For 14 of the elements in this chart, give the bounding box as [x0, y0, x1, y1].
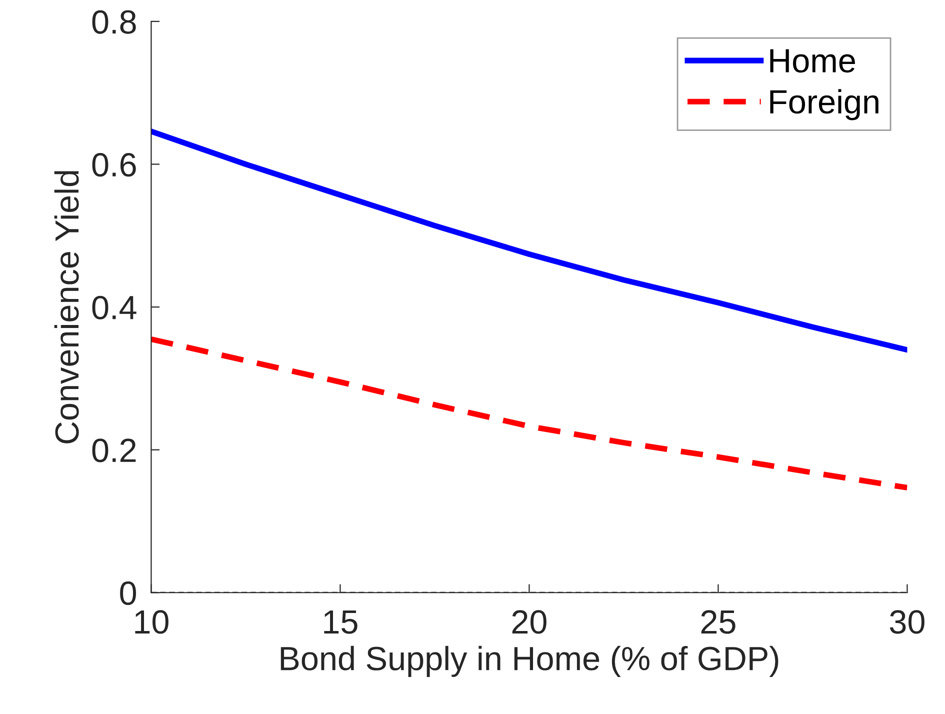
y-axis-title: Convenience Yield — [54, 171, 79, 444]
y-tick-label: 0.4 — [92, 296, 136, 320]
x-tick-label: 30 — [890, 610, 924, 634]
x-axis-title: Bond Supply in Home (% of GDP) — [280, 646, 778, 677]
y-tick-label: 0.6 — [92, 153, 136, 177]
legend-label: Foreign — [770, 89, 878, 120]
x-tick-label: 10 — [135, 610, 168, 634]
x-tick-label: 25 — [701, 610, 736, 634]
y-tick-label: 0 — [120, 581, 136, 606]
legend-label: Home — [770, 49, 855, 73]
x-tick-label: 15 — [324, 610, 358, 634]
y-tick-label: 0.8 — [92, 10, 136, 34]
y-tick-label: 0.2 — [92, 438, 136, 462]
x-tick-label: 20 — [512, 610, 546, 634]
